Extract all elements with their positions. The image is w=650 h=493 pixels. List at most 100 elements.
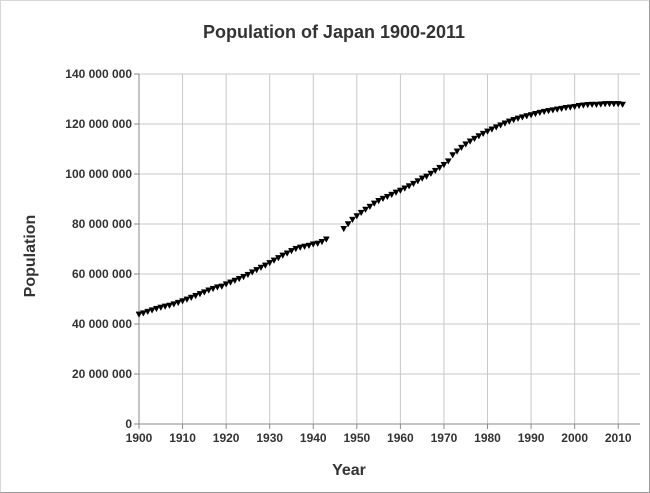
data-point <box>301 243 308 250</box>
data-point <box>209 285 217 293</box>
data-point <box>492 124 500 131</box>
data-point <box>161 303 169 310</box>
data-point <box>248 269 256 276</box>
data-point <box>362 206 369 214</box>
data-point <box>322 236 330 243</box>
data-point <box>266 260 274 267</box>
data-point <box>414 178 422 185</box>
data-point <box>370 200 378 207</box>
data-point <box>292 245 300 253</box>
x-tick-label: 1970 <box>431 431 458 445</box>
data-point <box>396 187 404 194</box>
data-point <box>222 281 230 288</box>
data-point <box>540 108 548 116</box>
data-point <box>196 291 204 298</box>
data-point <box>597 101 605 108</box>
chart-title: Population of Japan 1900-2011 <box>203 22 465 42</box>
data-point <box>344 221 352 228</box>
data-point <box>318 239 326 246</box>
data-point <box>174 299 182 307</box>
data-point <box>148 307 156 314</box>
data-point <box>462 141 470 148</box>
tick-labels: 0 20 000 000 40 000 000 60 000 000 80 000 00… <box>65 67 632 445</box>
data-point <box>314 240 322 247</box>
y-tick-label: 0 <box>125 417 132 431</box>
data-point <box>427 170 435 178</box>
data-point <box>527 112 535 119</box>
x-tick-label: 1920 <box>213 431 240 445</box>
data-point <box>227 279 234 286</box>
data-point <box>558 105 566 113</box>
data-point <box>279 252 287 259</box>
data-point <box>466 138 474 145</box>
data-point <box>405 183 413 190</box>
data-point <box>479 130 487 138</box>
data-point <box>283 250 291 257</box>
data-point <box>244 271 252 279</box>
data-point <box>170 301 178 308</box>
x-tick-label: 1990 <box>518 431 545 445</box>
data-point <box>514 115 522 122</box>
data-point <box>144 308 152 316</box>
y-tick-label: 140 000 000 <box>65 67 132 81</box>
x-axis-label: Year <box>332 462 366 479</box>
data-point <box>274 255 282 262</box>
data-point <box>523 113 531 120</box>
data-point <box>418 175 426 182</box>
data-point <box>205 287 213 294</box>
data-point <box>153 305 160 313</box>
data-point <box>619 101 626 109</box>
data-point <box>340 225 348 233</box>
y-tick-label: 20 000 000 <box>72 367 132 381</box>
y-tick-label: 60 000 000 <box>72 267 132 281</box>
data-point <box>423 173 430 180</box>
y-tick-label: 120 000 000 <box>65 117 132 131</box>
data-point <box>593 101 600 109</box>
gridlines <box>138 73 640 425</box>
data-point <box>584 102 592 109</box>
data-point <box>187 294 195 302</box>
data-point <box>562 105 570 112</box>
data-point <box>545 108 552 115</box>
data-point <box>588 101 596 109</box>
data-point <box>388 191 396 199</box>
data-point <box>553 106 561 113</box>
data-point <box>166 302 173 309</box>
x-tick-label: 1950 <box>343 431 370 445</box>
data-point <box>488 126 496 133</box>
data-point <box>261 262 269 269</box>
y-tick-label: 40 000 000 <box>72 317 132 331</box>
data-point <box>379 195 387 203</box>
data-point <box>288 248 295 255</box>
x-tick-label: 1980 <box>474 431 501 445</box>
data-point <box>532 110 539 118</box>
data-point <box>610 101 618 108</box>
data-point <box>601 101 609 108</box>
y-axis-label: Population <box>22 215 39 298</box>
data-point <box>349 216 356 224</box>
data-point <box>566 104 574 111</box>
data-point <box>218 283 226 290</box>
x-tick-label: 1960 <box>387 431 414 445</box>
data-point <box>571 103 579 111</box>
data-point <box>192 292 200 300</box>
data-point <box>453 148 461 155</box>
data-point <box>353 213 361 220</box>
data-point <box>200 289 208 296</box>
data-point <box>436 164 444 172</box>
data-point <box>296 244 304 251</box>
data-point <box>579 102 587 109</box>
data-point <box>501 120 509 127</box>
data-point <box>231 277 239 285</box>
data-point <box>505 118 513 125</box>
x-tick-label: 1900 <box>126 431 153 445</box>
data-point <box>444 158 452 165</box>
y-tick-label: 100 000 000 <box>65 167 132 181</box>
data-point <box>392 189 400 196</box>
data-point <box>375 198 383 205</box>
data-point <box>383 193 391 201</box>
data-point <box>270 257 278 264</box>
data-point <box>518 114 526 121</box>
data-point <box>606 101 613 108</box>
